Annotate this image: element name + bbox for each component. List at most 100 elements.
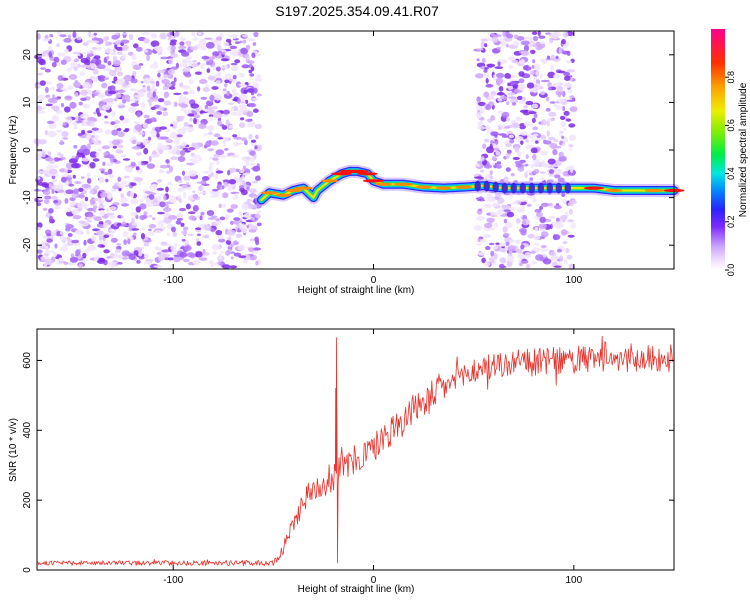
noise-blob [235, 233, 243, 238]
noise-blob [474, 176, 483, 179]
noise-blob [183, 191, 187, 199]
noise-blob [497, 110, 504, 114]
noise-blob [196, 238, 200, 242]
noise-blob [143, 78, 151, 85]
noise-blob [498, 265, 507, 269]
noise-blob [168, 68, 175, 75]
noise-blob [189, 117, 193, 122]
noise-blob [228, 78, 234, 82]
noise-blob [134, 92, 138, 96]
noise-blob [44, 157, 54, 162]
noise-blob [148, 155, 152, 162]
noise-blob [156, 179, 163, 183]
spectrogram-noise-layer [33, 30, 578, 270]
noise-blob [89, 189, 94, 194]
noise-blob [169, 31, 175, 36]
noise-blob [238, 168, 245, 174]
noise-blob [224, 79, 230, 84]
noise-blob [148, 136, 152, 141]
noise-blob [474, 163, 481, 167]
noise-blob [107, 60, 112, 66]
noise-blob [228, 179, 236, 185]
colorbar-gradient [711, 29, 725, 270]
noise-blob [522, 220, 526, 225]
noise-blob [510, 98, 519, 104]
noise-blob [115, 149, 124, 154]
noise-blob [517, 253, 525, 260]
noise-blob [201, 252, 210, 256]
noise-blob [217, 183, 221, 190]
noise-blob [45, 94, 51, 99]
noise-blob [84, 196, 89, 202]
y-tick-label: 0 [22, 147, 33, 153]
noise-blob [232, 74, 237, 80]
noise-blob [82, 81, 90, 89]
noise-blob [103, 234, 110, 238]
noise-blob [489, 143, 493, 149]
noise-blob [550, 251, 556, 257]
noise-blob [42, 38, 51, 42]
noise-blob [255, 260, 259, 266]
noise-blob [532, 117, 536, 124]
noise-blob [220, 250, 224, 254]
noise-blob [186, 252, 196, 258]
noise-blob [96, 148, 103, 152]
noise-blob [223, 42, 230, 47]
noise-blob [226, 208, 234, 213]
noise-blob [134, 94, 141, 98]
noise-blob [228, 152, 235, 156]
noise-blob [506, 261, 513, 267]
noise-blob [195, 251, 203, 258]
noise-blob [246, 198, 253, 202]
noise-blob [513, 40, 520, 47]
noise-blob [192, 193, 199, 199]
noise-blob [146, 163, 156, 169]
noise-blob [169, 132, 178, 139]
noise-blob [242, 254, 251, 261]
noise-blob [222, 76, 229, 81]
noise-blob [206, 100, 214, 107]
noise-blob [552, 57, 561, 62]
noise-blob [133, 43, 139, 49]
noise-blob [566, 50, 571, 56]
noise-blob [80, 89, 88, 96]
noise-blob [493, 222, 499, 228]
noise-blob [61, 176, 67, 183]
noise-blob [228, 124, 233, 129]
noise-blob [113, 76, 118, 82]
noise-blob [508, 64, 513, 69]
noise-blob [65, 189, 74, 195]
noise-blob [79, 72, 85, 76]
y-tick-label: 400 [22, 422, 33, 439]
noise-blob [101, 82, 108, 89]
noise-blob [245, 118, 253, 122]
noise-blob [568, 148, 573, 152]
noise-blob [150, 80, 155, 84]
noise-blob [108, 173, 114, 179]
noise-blob [82, 148, 91, 156]
noise-blob [157, 211, 165, 215]
noise-blob [523, 104, 528, 109]
noise-blob [559, 255, 564, 262]
noise-blob [232, 34, 238, 39]
spectrogram-y-label: Frequency (Hz) [8, 116, 19, 185]
noise-blob [175, 149, 181, 155]
noise-blob [489, 175, 494, 180]
noise-blob [109, 215, 116, 219]
noise-blob [554, 159, 562, 166]
noise-blob [46, 233, 52, 237]
noise-blob [87, 244, 96, 252]
noise-blob [241, 180, 247, 187]
ridge-peak [583, 186, 605, 190]
noise-blob [86, 228, 90, 236]
noise-blob [237, 113, 243, 117]
noise-blob [245, 99, 249, 105]
noise-blob [495, 151, 501, 156]
noise-blob [188, 79, 194, 85]
noise-blob [247, 120, 256, 128]
noise-blob [240, 189, 248, 196]
noise-blob [76, 36, 82, 41]
noise-blob [148, 228, 152, 232]
noise-blob [106, 55, 110, 60]
